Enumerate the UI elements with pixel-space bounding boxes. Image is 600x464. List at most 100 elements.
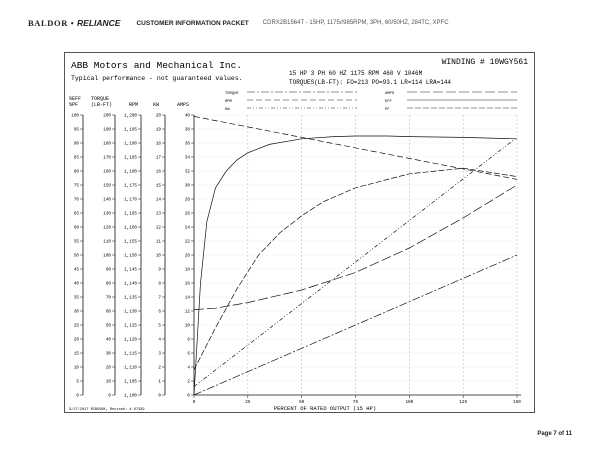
y-tick-label-eff: 30: [74, 310, 80, 315]
x-tick-label: 100: [405, 400, 413, 405]
y-tick-label-torque: 60: [106, 310, 112, 315]
y-tick-label-kw: 13: [156, 212, 162, 217]
y-tick-label-torque: 190: [103, 128, 111, 133]
y-tick-label-kw: 17: [156, 156, 162, 161]
y-tick-label-kw: 2: [158, 366, 161, 371]
y-tick-label-rpm: 1,175: [124, 184, 137, 189]
y-tick-label-eff: 95: [74, 128, 80, 133]
y-tick-label-torque: 150: [103, 184, 111, 189]
y-tick-label-kw: 4: [158, 338, 161, 343]
y-tick-label-kw: 1: [158, 380, 161, 385]
y-tick-label-torque: 80: [106, 282, 112, 287]
legend-label-amps: AMPS: [385, 92, 395, 96]
y-tick-label-torque: 110: [103, 240, 111, 245]
y-tick-label-torque: 160: [103, 170, 111, 175]
y-tick-label-torque: 90: [106, 268, 112, 273]
head-torque-unit: (LB-FT): [91, 102, 112, 108]
series-line-amps: [193, 184, 518, 310]
y-tick-label-torque: 0: [108, 394, 111, 399]
y-tick-label-eff: 60: [74, 226, 80, 231]
y-tick-label-rpm: 1,145: [124, 268, 137, 273]
y-tick-label-amps: 36: [185, 142, 191, 147]
y-tick-label-torque: 120: [103, 226, 111, 231]
rating-line: 15 HP 3 PH 60 HZ 1175 RPM 460 V 1046M: [289, 70, 423, 77]
y-tick-label-amps: 28: [185, 198, 191, 203]
y-tick-label-rpm: 1,120: [124, 338, 137, 343]
packet-title: CUSTOMER INFORMATION PACKET: [136, 19, 249, 27]
y-tick-label-rpm: 1,135: [124, 296, 137, 301]
y-tick-label-amps: 38: [185, 128, 191, 133]
footnote: 3/27/2017 RCB596K, Revised: # 67339: [69, 407, 144, 412]
y-tick-label-rpm: 1,130: [124, 310, 137, 315]
y-tick-label-torque: 30: [106, 352, 112, 357]
y-tick-label-kw: 18: [156, 142, 162, 147]
y-tick-label-eff: 55: [74, 240, 80, 245]
y-tick-label-rpm: 1,190: [124, 142, 137, 147]
page-number: Page 7 of 11: [537, 431, 572, 437]
y-tick-label-torque: 70: [106, 296, 112, 301]
y-tick-label-kw: 0: [158, 394, 161, 399]
legend-label-torque: TORQUE: [225, 92, 239, 96]
model-description: CDRX2B1564T - 15HP, 1175//985RPM, 3PH, 6…: [262, 20, 449, 26]
y-tick-label-kw: 16: [156, 170, 162, 175]
x-tick-label: 50: [299, 400, 305, 405]
y-tick-label-torque: 100: [103, 254, 111, 259]
y-tick-label-kw: 3: [158, 352, 161, 357]
column-heads: %EFF %PF TORQUE (LB-FT) RPM KW AMPS: [69, 96, 189, 108]
y-tick-label-eff: 45: [74, 268, 80, 273]
y-tick-label-torque: 140: [103, 198, 111, 203]
y-tick-label-amps: 26: [185, 212, 191, 217]
y-tick-label-amps: 12: [185, 310, 191, 315]
head-eff: %EFF: [69, 96, 81, 102]
y-tick-label-eff: 90: [74, 142, 80, 147]
y-tick-label-rpm: 1,100: [124, 394, 137, 399]
series-line-rpm: [193, 116, 518, 180]
y-tick-label-amps: 6: [187, 352, 190, 357]
y-tick-label-eff: 65: [74, 212, 80, 217]
legend-label-eff: EFF: [385, 100, 393, 104]
y-tick-label-amps: 8: [187, 338, 190, 343]
y-tick-label-amps: 0: [187, 394, 190, 399]
performance-sheet: ABB Motors and Mechanical Inc. WINDING #…: [64, 52, 535, 413]
y-tick-label-rpm: 1,155: [124, 240, 137, 245]
y-tick-label-kw: 19: [156, 128, 162, 133]
disclaimer-text: Typical performance - not guaranteed val…: [71, 75, 243, 82]
y-tick-label-amps: 4: [187, 366, 190, 371]
y-tick-label-kw: 6: [158, 310, 161, 315]
head-rpm: RPM: [129, 102, 138, 108]
y-tick-label-torque: 130: [103, 212, 111, 217]
y-tick-label-torque: 200: [103, 114, 111, 119]
company-name: ABB Motors and Mechanical Inc.: [71, 60, 242, 71]
y-tick-label-amps: 16: [185, 282, 191, 287]
head-amps: AMPS: [177, 102, 189, 108]
y-tick-label-amps: 18: [185, 268, 191, 273]
y-tick-label-eff: 0: [76, 394, 79, 399]
y-tick-label-eff: 70: [74, 198, 80, 203]
y-tick-label-eff: 25: [74, 324, 80, 329]
y-tick-label-amps: 24: [185, 226, 191, 231]
y-tick-label-eff: 10: [74, 366, 80, 371]
y-tick-label-amps: 14: [185, 296, 191, 301]
head-pf: %PF: [69, 102, 78, 108]
x-tick-label: 25: [245, 400, 251, 405]
y-tick-label-rpm: 1,170: [124, 198, 137, 203]
y-tick-label-kw: 11: [156, 240, 162, 245]
y-tick-label-rpm: 1,185: [124, 156, 137, 161]
head-torque: TORQUE: [91, 96, 109, 102]
y-tick-label-kw: 5: [158, 324, 161, 329]
y-tick-label-rpm: 1,105: [124, 380, 137, 385]
y-tick-label-eff: 15: [74, 352, 80, 357]
y-tick-label-rpm: 1,165: [124, 212, 137, 217]
legend-label-rpm: RPM: [225, 100, 233, 104]
x-tick-label: 75: [353, 400, 359, 405]
y-tick-label-kw: 14: [156, 198, 162, 203]
y-tick-label-rpm: 1,125: [124, 324, 137, 329]
y-tick-label-eff: 85: [74, 156, 80, 161]
y-tick-label-amps: 2: [187, 380, 190, 385]
y-tick-label-rpm: 1,160: [124, 226, 137, 231]
y-tick-label-torque: 10: [106, 380, 112, 385]
y-tick-label-amps: 20: [185, 254, 191, 259]
y-tick-label-eff: 80: [74, 170, 80, 175]
y-tick-label-rpm: 1,150: [124, 254, 137, 259]
y-tick-label-eff: 100: [71, 114, 79, 119]
